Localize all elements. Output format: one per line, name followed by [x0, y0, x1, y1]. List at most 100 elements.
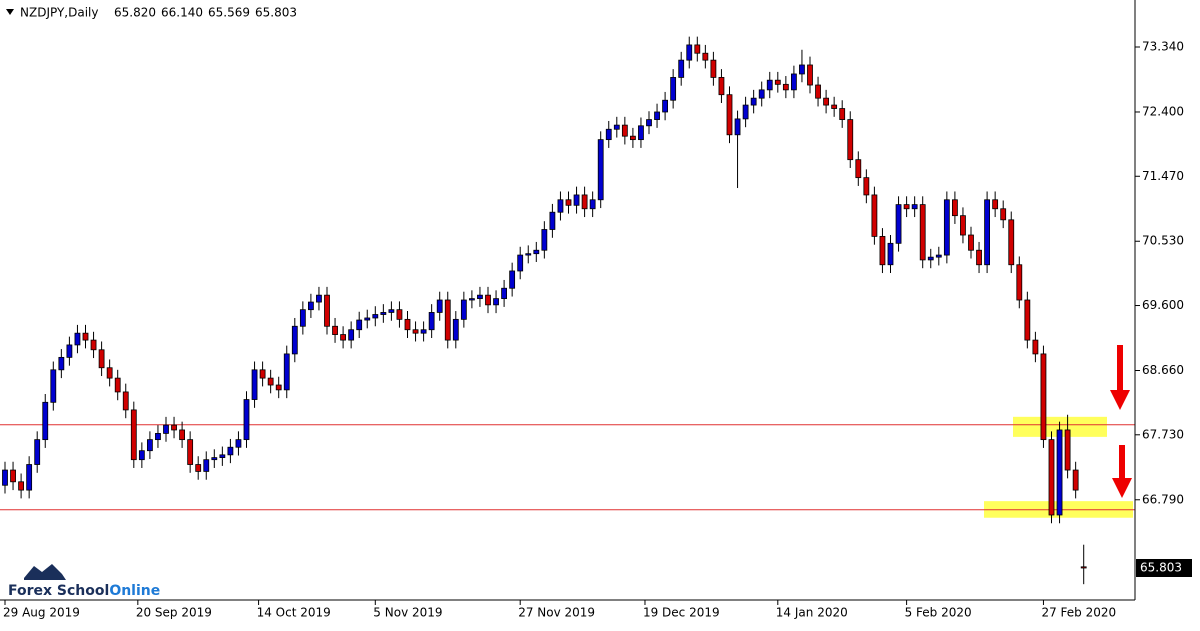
arrow-head — [1112, 478, 1132, 498]
x-tick-label: 5 Feb 2020 — [905, 606, 972, 620]
candle-body — [726, 94, 733, 136]
candle-body — [742, 104, 749, 120]
candle-body — [420, 329, 427, 334]
candle-body — [565, 199, 572, 206]
candle-body — [613, 124, 620, 130]
logo-text: Forex SchoolOnline — [8, 583, 160, 599]
candle-body — [267, 377, 274, 386]
candle-body — [686, 44, 693, 61]
header: NZDJPY,Daily 65.820 66.140 65.569 65.803 — [6, 6, 297, 20]
candle-body — [138, 450, 145, 461]
candle-body — [171, 424, 177, 431]
candle-body — [1024, 299, 1031, 341]
x-tick-label: 14 Jan 2020 — [776, 606, 848, 620]
candle-body — [332, 325, 338, 335]
candle-body — [130, 409, 137, 461]
candle-body — [758, 89, 765, 99]
y-tick-label: 71.470 — [1142, 169, 1184, 183]
candle-body — [1056, 429, 1063, 516]
candle-body — [903, 204, 910, 210]
candle-body — [509, 270, 516, 289]
candle-body — [734, 118, 741, 136]
arrow-shaft — [1119, 445, 1125, 480]
arrow-head — [1110, 390, 1130, 410]
x-tick-label: 29 Aug 2019 — [3, 606, 80, 620]
candle-body — [1016, 264, 1023, 301]
candle-body — [935, 254, 942, 258]
x-tick-label: 20 Sep 2019 — [136, 606, 212, 620]
candle-body — [179, 429, 186, 441]
candle-body — [952, 199, 958, 217]
candle-body — [1064, 429, 1071, 471]
candles — [2, 36, 1087, 585]
candle-body — [718, 77, 725, 96]
candle-body — [766, 79, 773, 91]
candle-body — [1048, 439, 1055, 516]
candle-body — [58, 356, 65, 371]
candle-body — [243, 399, 250, 441]
candle-body — [517, 254, 524, 272]
candle-body — [662, 99, 668, 113]
logo-text-accent: Online — [109, 583, 160, 599]
arrow-shaft — [1117, 345, 1123, 395]
high-label: 66.140 — [161, 6, 203, 20]
open-label: 65.820 — [114, 6, 156, 20]
candle-body — [348, 329, 355, 341]
candle-body — [372, 314, 379, 319]
price-box — [1136, 558, 1192, 577]
candle-body — [203, 459, 210, 472]
candle-body — [291, 325, 298, 355]
candle-body — [549, 211, 556, 230]
candle-body — [155, 433, 161, 441]
candle-body — [1080, 566, 1087, 569]
candle-body — [146, 439, 153, 452]
y-tick-label: 69.600 — [1142, 298, 1184, 312]
candle-body — [992, 199, 999, 210]
candle-body — [90, 339, 97, 351]
candle-body — [541, 229, 548, 251]
candle-body — [694, 44, 701, 54]
logo: Forex SchoolOnline — [8, 564, 160, 599]
candle-body — [654, 111, 660, 120]
candle-body — [251, 369, 258, 400]
candle-body — [702, 52, 709, 61]
candle-body — [911, 204, 918, 210]
candle-body — [839, 108, 846, 120]
candle-body — [1072, 469, 1079, 491]
candle-body — [324, 294, 330, 327]
candle-body — [895, 204, 902, 244]
candle-body — [428, 312, 435, 331]
x-tick-label: 19 Dec 2019 — [643, 606, 720, 620]
candle-body — [2, 469, 8, 486]
candle-body — [501, 287, 508, 300]
candle-body — [163, 424, 169, 434]
candle-body — [807, 64, 813, 86]
y-tick-label: 73.340 — [1142, 40, 1184, 54]
candle-body — [1040, 353, 1047, 441]
candle-body — [630, 135, 636, 141]
candle-body — [396, 309, 403, 320]
candle-body — [887, 242, 894, 266]
candle-body — [646, 119, 652, 127]
x-tick-label: 27 Nov 2019 — [518, 606, 595, 620]
y-tick-label: 68.660 — [1142, 363, 1184, 377]
candle-body — [66, 344, 73, 358]
candle-body — [380, 312, 387, 315]
menu-triangle — [6, 9, 14, 15]
candle-body — [670, 77, 677, 101]
candle-body — [605, 128, 612, 141]
candle-body — [750, 97, 757, 106]
candle-body — [74, 332, 81, 346]
x-tick-label: 5 Nov 2019 — [373, 606, 442, 620]
close-label: 65.803 — [255, 6, 297, 20]
candle-body — [943, 199, 950, 256]
price-box-label: 65.803 — [1140, 560, 1182, 574]
y-tick-label: 72.400 — [1142, 104, 1184, 118]
candle-body — [581, 194, 588, 210]
candle-body — [823, 97, 829, 106]
candle-body — [42, 401, 49, 441]
low-label: 65.569 — [208, 6, 250, 20]
candle-body — [299, 309, 306, 327]
